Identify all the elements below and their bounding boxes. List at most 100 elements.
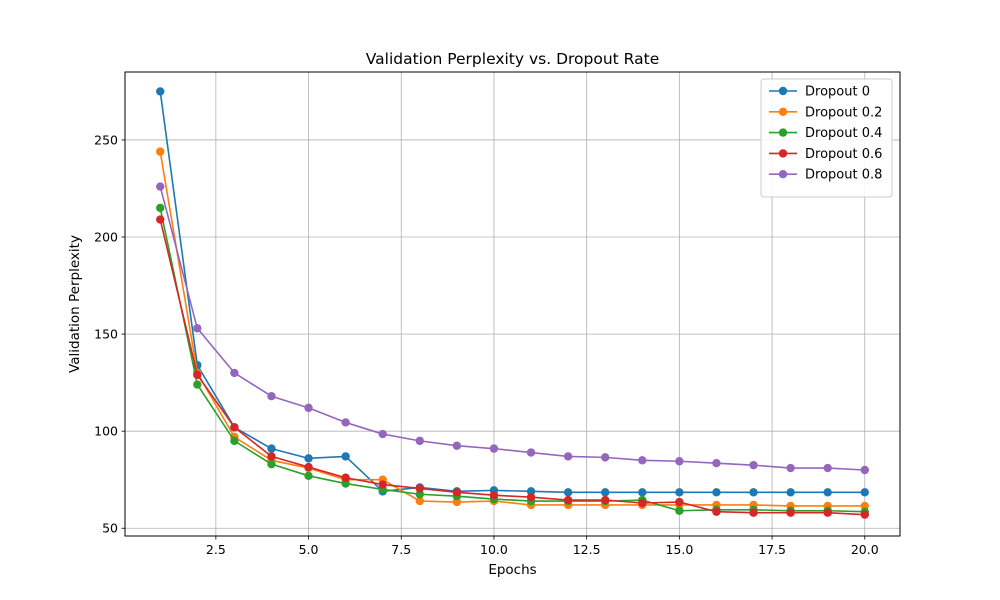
legend-label: Dropout 0.2 [805,105,882,120]
legend-entry: Dropout 0.2 [769,105,882,120]
series-lines [156,87,869,519]
legend-marker [778,86,788,96]
data-point [304,462,313,472]
data-point [304,454,313,463]
data-point [230,423,239,432]
legend-marker [778,107,788,117]
data-point [563,488,573,497]
data-point [675,497,684,507]
data-point [193,380,202,389]
legend-box [760,78,893,198]
data-point [452,441,462,450]
data-point [230,436,239,446]
data-point [563,495,573,505]
data-point [156,182,165,191]
data-point [712,458,721,468]
data-point [452,488,462,497]
data-point [638,456,647,465]
data-point [193,324,202,333]
data-point [415,496,424,506]
x-tick-label: 17.5 [758,542,786,557]
legend-entry: Dropout 0.6 [769,147,882,162]
data-point [675,457,684,466]
y-tick-label: 100 [94,424,118,439]
data-point [415,436,424,446]
data-point [860,488,869,497]
data-point [860,465,869,475]
series-line [159,219,865,516]
data-point [341,473,350,482]
data-point [230,368,239,378]
data-point [601,488,610,497]
data-point [156,87,165,96]
y-tick-label: 250 [94,132,118,147]
data-point [712,507,721,516]
series-4 [156,182,869,475]
data-point [786,463,795,473]
legend-label: Dropout 0 [805,85,870,100]
x-tick-label: 2.5 [206,542,226,557]
data-point [749,460,758,470]
data-point [749,488,758,497]
data-point [489,444,499,453]
series-line [159,91,865,494]
legend-entry: Dropout 0.4 [769,126,882,141]
data-point [267,444,276,453]
legend-entry: Dropout 0.8 [769,168,882,183]
data-point [378,480,387,489]
y-axis-label: Validation Perplexity [67,235,83,373]
data-point [415,484,424,493]
legend-marker [778,170,788,179]
data-point [156,147,165,156]
legend-label: Dropout 0.6 [805,147,882,162]
series-line [159,207,865,513]
data-point [267,392,276,401]
data-point [823,463,832,473]
data-point [452,497,462,507]
data-point [860,501,869,511]
x-axis-label: Epochs [488,562,536,578]
data-point [304,403,313,413]
legend-label: Dropout 0.8 [805,168,882,183]
axis-ticks: 2.5 5.0 7.5 10.0 12.5 15.0 17.5 20.0 50 100 150 200… [94,132,879,557]
data-point [156,215,165,224]
data-point [267,459,276,469]
x-tick-label: 20.0 [851,542,879,557]
series-line [159,186,865,471]
data-point [489,491,499,500]
data-point [304,471,313,481]
x-tick-label: 15.0 [665,542,693,557]
series-3 [156,215,869,519]
data-point [193,370,202,380]
data-point [786,488,795,497]
chart-title: Validation Perplexity vs. Dropout Rate [366,50,659,68]
data-point [341,418,350,427]
data-point [712,488,721,497]
data-point [675,488,684,497]
x-tick-label: 5.0 [299,542,319,557]
data-point [526,487,536,496]
data-point [601,453,610,462]
data-point [341,479,350,488]
y-tick-label: 200 [94,230,118,245]
data-point [267,452,276,461]
data-point [860,510,869,519]
y-tick-label: 150 [94,327,118,342]
legend-entry: Dropout 0 [769,85,870,100]
data-point [601,495,610,505]
plot-area-frame [124,71,901,537]
data-point [786,508,795,517]
data-point [823,508,832,517]
data-point [823,488,832,497]
legend-marker [778,128,788,137]
x-tick-label: 10.0 [480,542,508,557]
legend-marker [778,149,788,158]
data-point [378,429,387,439]
x-tick-label: 12.5 [573,542,601,557]
data-point [749,508,758,517]
data-point [526,448,536,457]
data-point [341,452,350,461]
data-point [638,488,647,497]
